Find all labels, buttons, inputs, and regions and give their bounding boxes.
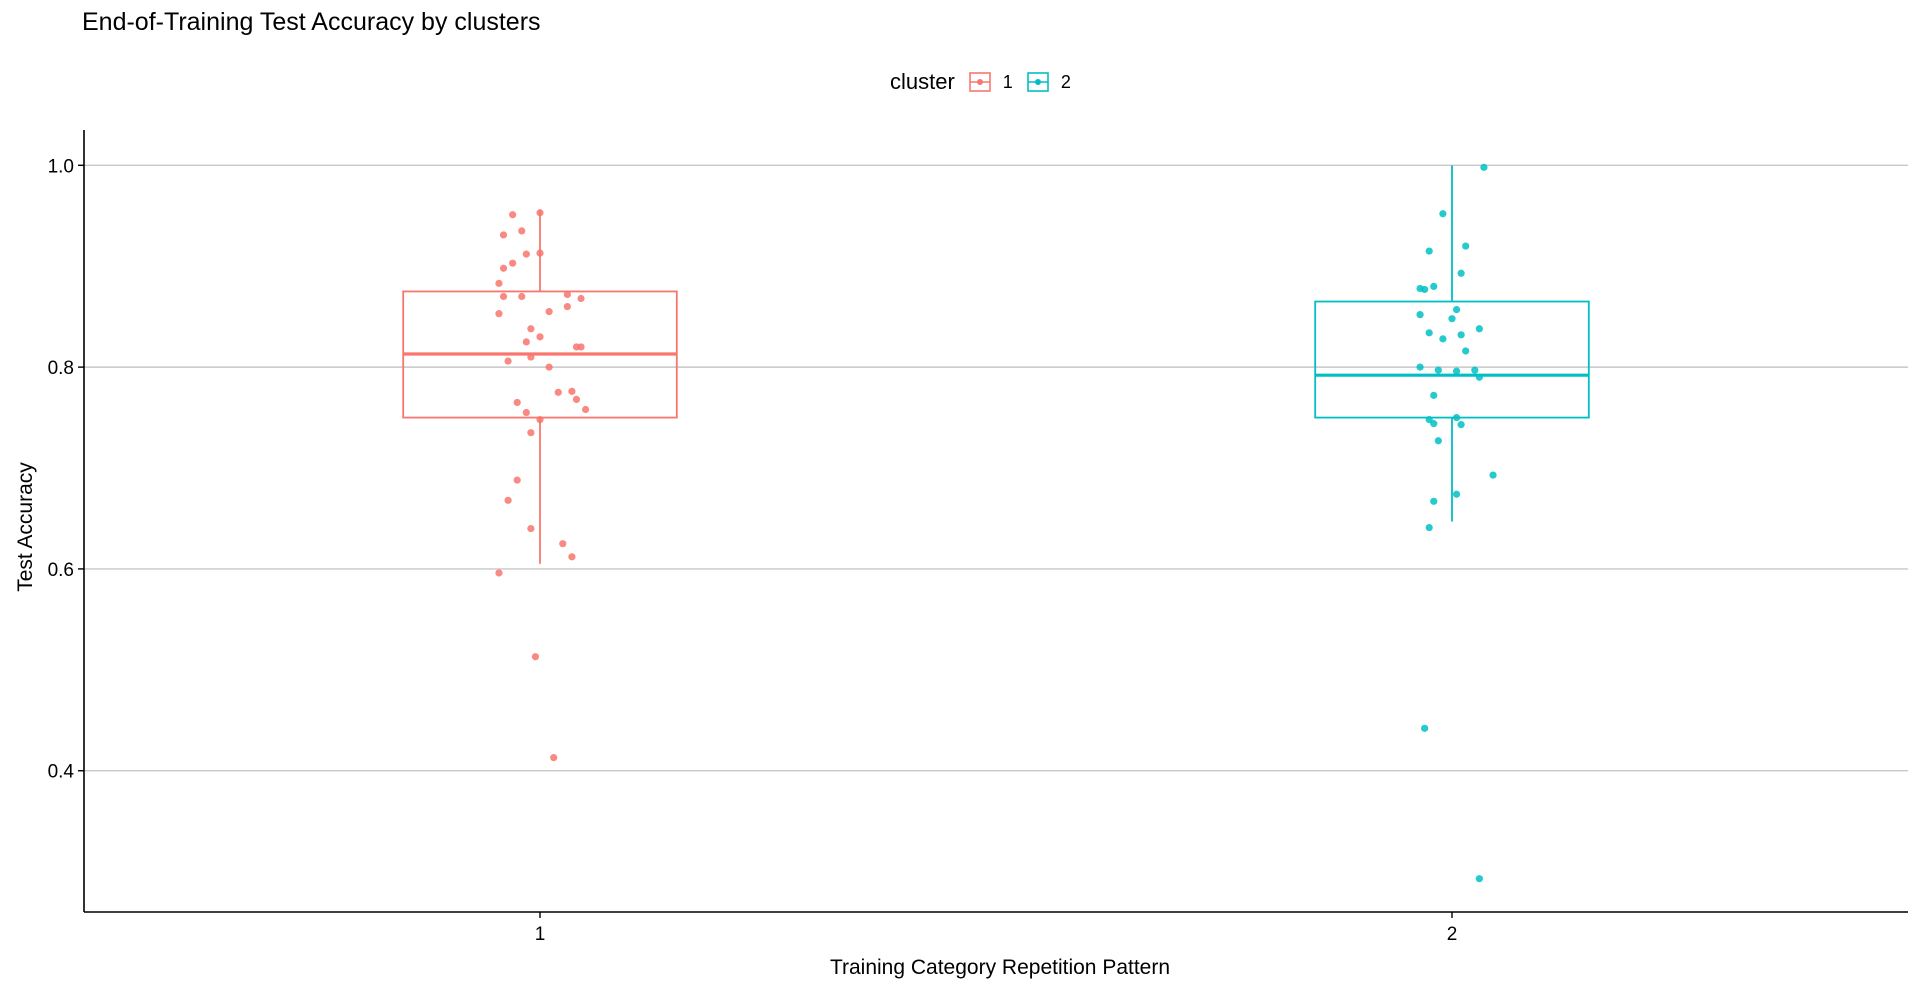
point-1-3 bbox=[499, 231, 508, 239]
point-1-26 bbox=[513, 398, 521, 407]
point-2-32 bbox=[1475, 875, 1483, 883]
point-1-29 bbox=[522, 408, 530, 417]
chart-title: End-of-Training Test Accuracy by cluster… bbox=[82, 8, 541, 36]
point-1-34 bbox=[527, 524, 535, 533]
y-tick-label-2: 0.8 bbox=[48, 358, 74, 379]
point-1-15 bbox=[563, 302, 571, 311]
x-axis-title: Training Category Repetition Pattern bbox=[830, 956, 1170, 979]
point-1-2 bbox=[518, 227, 526, 235]
point-2-8 bbox=[1452, 306, 1461, 314]
point-1-13 bbox=[495, 310, 503, 318]
point-2-24 bbox=[1430, 420, 1438, 428]
legend-key-2 bbox=[1027, 72, 1049, 92]
legend-label-2: 2 bbox=[1060, 71, 1071, 92]
legend-entry-1: 1 bbox=[967, 69, 1013, 95]
point-1-22 bbox=[527, 353, 535, 361]
point-1-8 bbox=[495, 279, 503, 287]
point-2-6 bbox=[1421, 285, 1429, 294]
point-1-18 bbox=[522, 338, 530, 346]
point-1-20 bbox=[577, 343, 585, 351]
point-2-11 bbox=[1425, 329, 1433, 337]
point-2-28 bbox=[1452, 490, 1461, 498]
point-2-20 bbox=[1475, 373, 1483, 381]
point-1-27 bbox=[572, 395, 581, 404]
y-tick-label-0: 0.4 bbox=[48, 762, 75, 783]
axes: 0.4 0.6 0.8 1.0 1 2 bbox=[48, 130, 1908, 945]
point-1-37 bbox=[495, 569, 503, 577]
point-1-10 bbox=[518, 292, 526, 301]
boxplots bbox=[402, 165, 1590, 564]
point-1-38 bbox=[531, 653, 540, 661]
point-1-1 bbox=[536, 209, 544, 217]
point-1-9 bbox=[499, 292, 508, 301]
point-2-10 bbox=[1448, 315, 1456, 323]
point-1-35 bbox=[559, 540, 567, 548]
legend-title: cluster bbox=[890, 69, 955, 94]
point-1-21 bbox=[504, 357, 512, 365]
point-2-16 bbox=[1416, 363, 1424, 371]
point-2-12 bbox=[1475, 325, 1483, 333]
point-2-7 bbox=[1430, 282, 1438, 290]
point-2-13 bbox=[1439, 335, 1447, 343]
jitter-points bbox=[495, 163, 1497, 883]
point-2-26 bbox=[1434, 437, 1442, 445]
y-tick-label-3: 1.0 bbox=[48, 156, 74, 177]
point-2-17 bbox=[1434, 366, 1442, 374]
y-tick-label-1: 0.6 bbox=[48, 560, 74, 581]
point-1-39 bbox=[550, 754, 558, 762]
x-tick-label-1: 2 bbox=[1447, 924, 1458, 945]
point-1-0 bbox=[509, 211, 517, 219]
point-2-30 bbox=[1425, 523, 1433, 532]
point-1-30 bbox=[536, 415, 544, 424]
y-axis-title: Test Accuracy bbox=[14, 462, 37, 592]
point-1-4 bbox=[522, 250, 530, 258]
point-1-6 bbox=[509, 259, 517, 267]
point-2-2 bbox=[1462, 242, 1470, 250]
point-2-4 bbox=[1457, 269, 1465, 277]
point-2-21 bbox=[1430, 391, 1438, 399]
point-2-15 bbox=[1462, 347, 1470, 355]
point-1-33 bbox=[504, 496, 512, 504]
point-1-14 bbox=[545, 308, 553, 316]
x-tick-label-0: 1 bbox=[535, 924, 546, 945]
point-2-22 bbox=[1452, 413, 1461, 422]
legend: cluster 1 2 bbox=[890, 68, 1083, 96]
point-2-3 bbox=[1425, 247, 1433, 255]
point-1-12 bbox=[577, 294, 585, 303]
point-1-7 bbox=[499, 264, 508, 272]
point-1-5 bbox=[536, 249, 544, 257]
box-2 bbox=[1314, 300, 1590, 419]
point-1-28 bbox=[582, 405, 590, 414]
point-2-18 bbox=[1452, 367, 1461, 375]
point-1-36 bbox=[568, 553, 576, 561]
legend-label-1: 1 bbox=[1002, 71, 1013, 92]
point-2-29 bbox=[1430, 497, 1438, 505]
point-2-1 bbox=[1439, 210, 1447, 218]
point-1-16 bbox=[527, 325, 535, 333]
point-2-25 bbox=[1457, 421, 1465, 429]
point-1-25 bbox=[568, 387, 576, 395]
point-2-31 bbox=[1421, 724, 1429, 732]
legend-key-1 bbox=[968, 72, 991, 92]
gridlines bbox=[84, 164, 1908, 772]
legend-entry-2: 2 bbox=[1025, 69, 1071, 95]
point-1-32 bbox=[513, 476, 521, 484]
point-1-17 bbox=[536, 333, 544, 341]
point-1-11 bbox=[563, 290, 571, 299]
point-2-9 bbox=[1416, 311, 1424, 319]
point-2-19 bbox=[1471, 366, 1479, 374]
point-2-27 bbox=[1489, 471, 1497, 479]
point-2-0 bbox=[1480, 163, 1488, 171]
point-1-31 bbox=[527, 429, 535, 437]
point-1-23 bbox=[545, 363, 553, 371]
point-1-24 bbox=[554, 388, 562, 396]
point-2-14 bbox=[1457, 331, 1465, 339]
